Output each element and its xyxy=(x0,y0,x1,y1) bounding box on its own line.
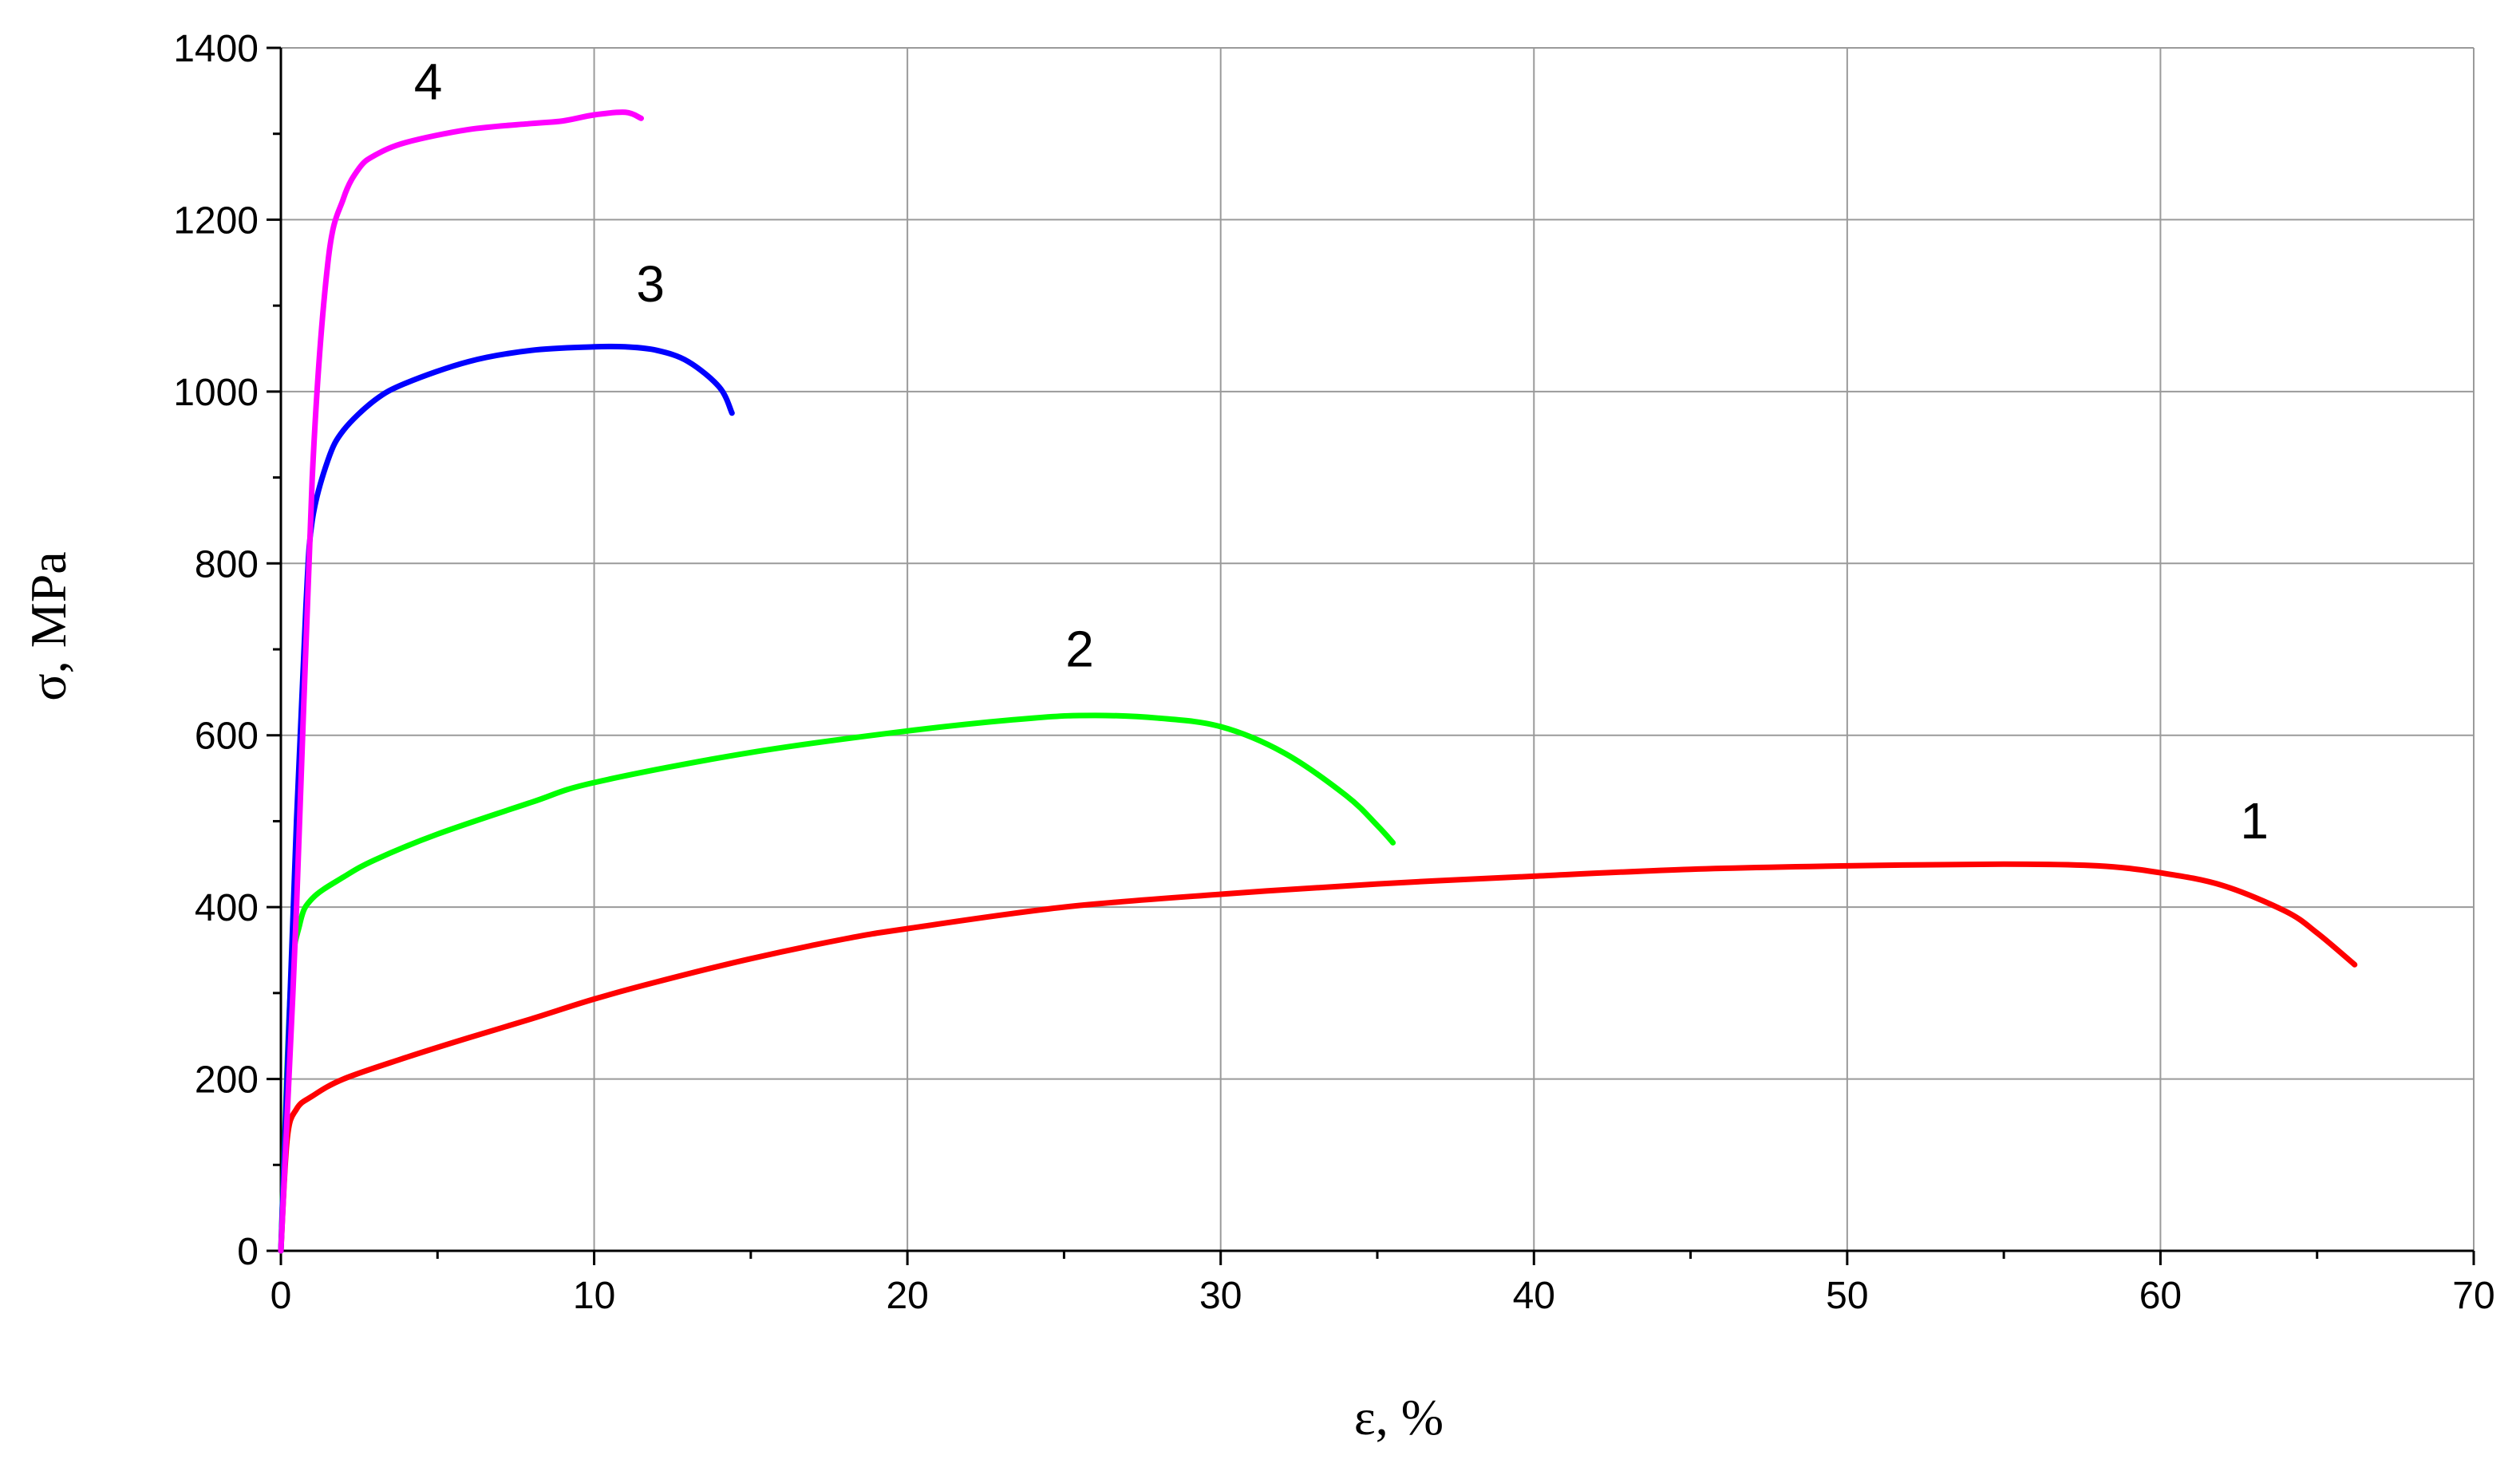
x-tick-label: 50 xyxy=(1826,1275,1868,1317)
y-tick-label: 800 xyxy=(195,543,259,586)
axes xyxy=(279,48,2474,1252)
grid xyxy=(281,47,2475,1251)
series-line-4 xyxy=(278,109,644,1254)
ticks: 0 10 20 30 40 50 60 70 0 200 400 600 800 1000 1200 1400 xyxy=(173,28,2494,1317)
x-tick-label: 30 xyxy=(1199,1275,1242,1317)
y-axis-title: σ, MPa xyxy=(20,551,77,700)
y-tick-label: 1000 xyxy=(173,372,259,414)
y-tick-label: 1400 xyxy=(173,28,259,70)
series-line-2 xyxy=(278,712,1396,1254)
y-tick-label: 600 xyxy=(195,716,259,758)
x-tick-label: 60 xyxy=(2139,1275,2182,1317)
x-tick-label: 40 xyxy=(1513,1275,1555,1317)
y-tick-label: 1200 xyxy=(173,199,259,242)
curve-label-2: 2 xyxy=(1065,621,1094,678)
y-tick-label: 400 xyxy=(195,887,259,929)
x-tick-label: 10 xyxy=(573,1275,615,1317)
y-tick-label: 0 xyxy=(237,1231,259,1273)
curve-label-4: 4 xyxy=(414,53,443,111)
curve-labels: 1 2 3 4 xyxy=(414,53,2269,850)
x-tick-label: 20 xyxy=(886,1275,928,1317)
x-axis-title: ε, % xyxy=(1354,1389,1444,1445)
curve-label-3: 3 xyxy=(636,255,665,313)
series-line-3 xyxy=(278,343,735,1254)
curve-label-1: 1 xyxy=(2240,792,2269,850)
y-tick-label: 200 xyxy=(195,1059,259,1102)
x-tick-label: 0 xyxy=(271,1275,292,1317)
series-group xyxy=(278,109,2358,1254)
x-tick-label: 70 xyxy=(2452,1275,2494,1317)
series-line-1 xyxy=(278,861,2358,1254)
